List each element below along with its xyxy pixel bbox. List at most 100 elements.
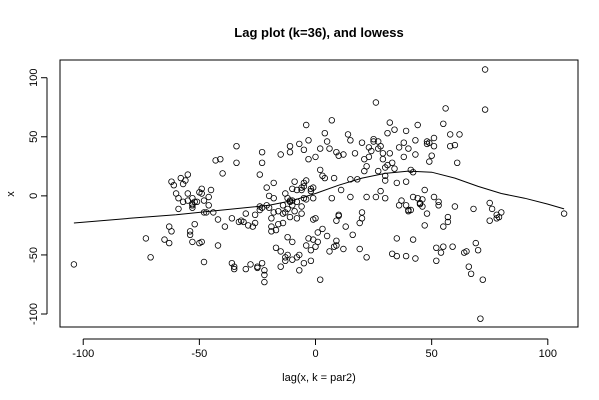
data-point (256, 171, 263, 178)
data-point (382, 172, 389, 179)
data-point (358, 215, 366, 222)
data-point (433, 257, 440, 264)
data-point (207, 186, 215, 194)
data-point (244, 222, 252, 229)
data-point (284, 251, 291, 259)
data-point (393, 179, 400, 187)
data-point (444, 213, 452, 221)
data-point (377, 187, 384, 195)
y-tick-label: 100 (28, 69, 40, 87)
data-point (347, 176, 354, 183)
data-point (317, 276, 324, 283)
data-point (430, 193, 438, 201)
data-point (314, 238, 321, 246)
data-point (412, 137, 419, 144)
data-point (277, 248, 284, 255)
data-point (433, 244, 440, 251)
data-point (379, 155, 387, 163)
data-point (391, 165, 398, 172)
data-point (426, 139, 433, 146)
data-point (467, 270, 475, 277)
data-point (440, 120, 447, 127)
data-point (268, 215, 275, 222)
data-point (293, 198, 301, 205)
data-point (214, 242, 222, 249)
data-point (305, 137, 312, 144)
data-point (214, 216, 222, 223)
data-point (305, 235, 312, 242)
data-point (347, 193, 354, 201)
data-point (442, 105, 449, 112)
data-point (191, 220, 198, 228)
data-point (312, 215, 319, 222)
chart-title: Lag plot (k=36), and lowess (234, 25, 403, 40)
data-point (393, 252, 400, 260)
data-point (170, 181, 177, 189)
data-point (335, 152, 342, 159)
data-point (400, 139, 407, 146)
data-point (486, 217, 493, 224)
data-point (230, 263, 238, 270)
data-point (284, 233, 291, 241)
data-point (481, 106, 489, 113)
data-point (342, 223, 349, 230)
data-point (289, 238, 296, 246)
data-point (409, 193, 417, 201)
data-point (282, 257, 289, 264)
data-point (363, 193, 370, 201)
data-point (330, 174, 338, 182)
y-axis: -100 -50 0 50 100 (28, 69, 48, 325)
data-point (340, 245, 347, 253)
data-point (291, 178, 298, 185)
x-tick-label: 100 (539, 348, 557, 360)
data-point (323, 232, 331, 240)
data-point (261, 271, 268, 279)
data-point (310, 184, 317, 191)
x-tick-label: 0 (312, 348, 318, 360)
data-point (347, 137, 354, 144)
data-point (240, 218, 247, 226)
data-point (165, 239, 173, 247)
data-point (382, 194, 389, 202)
data-point (419, 203, 426, 210)
data-point (147, 254, 154, 261)
data-point (277, 263, 284, 270)
data-point (189, 204, 196, 211)
data-point (161, 236, 168, 243)
data-point (298, 210, 305, 217)
data-point (189, 238, 196, 246)
data-point (386, 119, 393, 126)
data-point (440, 243, 447, 250)
data-point (370, 138, 377, 145)
data-point (298, 186, 305, 194)
data-point (440, 223, 447, 230)
data-point (179, 198, 187, 205)
data-point (333, 237, 340, 244)
data-point (435, 202, 442, 209)
data-point (307, 246, 315, 254)
data-point (419, 196, 426, 203)
data-point (447, 142, 454, 150)
data-point (200, 209, 208, 216)
data-point (303, 196, 310, 203)
data-point (365, 153, 373, 161)
data-point (321, 129, 328, 137)
data-point (221, 223, 229, 230)
data-point (291, 207, 298, 215)
data-point (303, 177, 310, 184)
data-point (261, 278, 268, 286)
data-point (358, 209, 366, 216)
data-point (300, 183, 308, 190)
data-point (407, 166, 414, 174)
data-point (300, 146, 308, 153)
data-point (402, 178, 410, 185)
data-point (454, 159, 461, 166)
data-point (184, 171, 191, 178)
data-point (393, 235, 400, 242)
data-point (270, 179, 277, 187)
data-point (474, 246, 482, 254)
data-point (282, 209, 289, 216)
data-point (423, 210, 431, 217)
data-point (312, 153, 319, 161)
data-point (305, 155, 312, 163)
